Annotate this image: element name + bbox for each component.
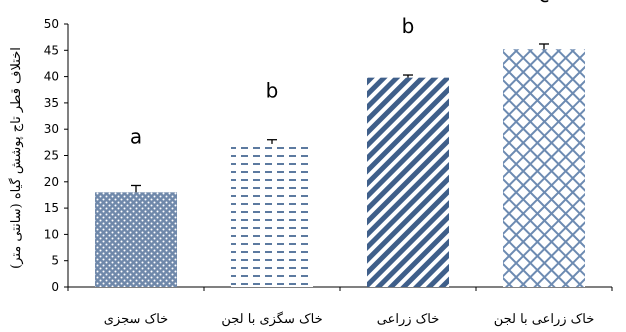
x-category-label: خاک زراعی با لجن: [494, 312, 595, 327]
plot-area: 0 5 10 15 20 25 30 35 40 45 50 a خاک سجزی b خاک سگزی ب…: [44, 0, 613, 327]
bar: [95, 192, 177, 287]
y-tick-label: 5: [51, 254, 59, 268]
bar: [367, 77, 449, 287]
y-tick-label: 25: [44, 149, 59, 163]
y-tick-label: 0: [51, 280, 59, 294]
y-tick-label: 40: [44, 70, 59, 84]
significance-letter: c: [539, 0, 550, 7]
x-category-label: خاک زراعی: [377, 312, 440, 327]
y-tick-label: 45: [44, 43, 59, 57]
y-tick-label: 35: [44, 96, 59, 110]
y-axis-label: اختلاف قطر تاج پوشش گیاه (سانتی متر): [8, 47, 24, 269]
y-tick-label: 10: [44, 227, 59, 241]
bar: [231, 143, 313, 287]
y-tick-label: 20: [44, 175, 59, 189]
significance-letter: b: [402, 14, 415, 38]
significance-letter: b: [266, 79, 279, 103]
x-category-label: خاک سگزی با لجن: [221, 311, 322, 327]
y-tick-label: 50: [44, 17, 59, 31]
bar: [503, 49, 585, 287]
significance-letter: a: [130, 124, 142, 148]
y-tick-label: 30: [44, 122, 59, 136]
y-tick-label: 15: [44, 201, 59, 215]
x-category-label: خاک سجزی: [104, 312, 168, 327]
